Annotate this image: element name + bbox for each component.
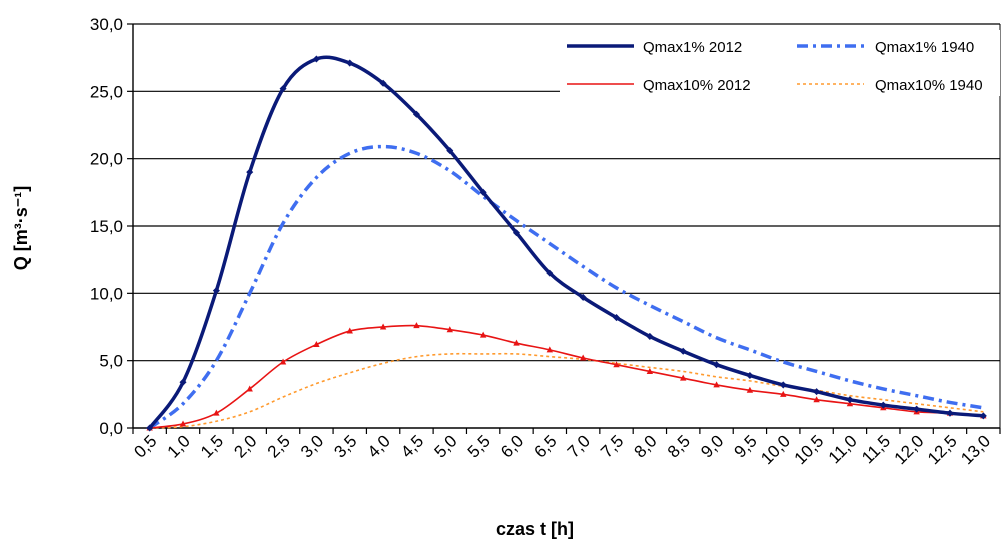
data-point bbox=[379, 79, 387, 87]
y-tick-label: 25,0 bbox=[90, 82, 123, 101]
x-tick-label: 3,5 bbox=[330, 431, 360, 461]
legend-label-qmax10-2012: Qmax10% 2012 bbox=[643, 77, 751, 94]
data-point bbox=[346, 59, 354, 67]
x-tick-label: 8,5 bbox=[664, 431, 694, 461]
data-point bbox=[679, 347, 687, 355]
x-tick-label: 9,5 bbox=[731, 431, 761, 461]
x-tick-label: 2,0 bbox=[230, 431, 260, 461]
x-tick-label: 8,0 bbox=[631, 431, 661, 461]
data-point bbox=[846, 400, 854, 407]
data-point bbox=[246, 168, 254, 176]
y-tick-label: 20,0 bbox=[90, 150, 123, 169]
y-axis-title: Q [m³·s⁻¹] bbox=[11, 186, 31, 271]
data-point bbox=[579, 293, 587, 301]
x-tick-label: 4,5 bbox=[397, 431, 427, 461]
data-point bbox=[546, 346, 554, 353]
data-point bbox=[846, 396, 854, 404]
data-point bbox=[780, 390, 787, 397]
x-tick-label: 7,5 bbox=[597, 431, 627, 461]
x-tick-label: 11,0 bbox=[825, 431, 861, 467]
data-point bbox=[179, 420, 187, 427]
x-tick-label: 6,0 bbox=[497, 431, 527, 461]
data-point bbox=[946, 409, 954, 417]
x-tick-label: 10,5 bbox=[791, 431, 828, 468]
data-point bbox=[446, 147, 454, 155]
data-point bbox=[346, 327, 353, 334]
axes bbox=[127, 23, 1001, 434]
x-tick-label: 7,0 bbox=[564, 431, 594, 461]
data-point bbox=[813, 396, 820, 403]
legend: Qmax1% 2012 Qmax1% 1940 Qmax10% 2012 Qma… bbox=[560, 30, 1000, 96]
x-tick-label: 6,5 bbox=[531, 431, 561, 461]
data-point bbox=[979, 412, 987, 420]
x-tick-label: 9,0 bbox=[697, 431, 727, 461]
series-line-qmax10-1940 bbox=[149, 352, 984, 429]
data-point bbox=[813, 388, 821, 396]
data-point bbox=[413, 322, 420, 329]
data-point bbox=[513, 339, 520, 346]
data-point bbox=[279, 358, 287, 365]
data-point bbox=[446, 326, 453, 333]
data-point bbox=[279, 85, 287, 93]
data-point bbox=[479, 331, 487, 338]
data-point bbox=[680, 374, 687, 381]
x-tick-label: 12,0 bbox=[891, 431, 928, 468]
y-tick-label: 10,0 bbox=[90, 284, 123, 303]
x-tick-label: 3,0 bbox=[297, 431, 327, 461]
series-line-qmax1-2012 bbox=[148, 55, 984, 430]
y-tick-label: 5,0 bbox=[99, 352, 123, 371]
data-point bbox=[213, 409, 220, 416]
data-point bbox=[779, 381, 787, 389]
x-axis-title: czas t [h] bbox=[496, 519, 574, 539]
x-tick-label: 11,5 bbox=[858, 431, 894, 467]
data-point bbox=[879, 401, 887, 409]
legend-background bbox=[560, 30, 1000, 96]
legend-label-qmax1-1940: Qmax1% 1940 bbox=[875, 39, 974, 56]
data-point bbox=[246, 385, 253, 392]
data-point bbox=[579, 354, 587, 361]
y-tick-labels: 0,0 5,0 10,0 15,0 20,0 25,0 30,0 bbox=[90, 15, 123, 438]
data-point bbox=[713, 381, 720, 388]
x-tick-label: 10,0 bbox=[757, 431, 794, 468]
x-tick-label: 12,5 bbox=[924, 431, 961, 468]
data-point bbox=[913, 405, 921, 413]
legend-label-qmax10-1940: Qmax10% 1940 bbox=[875, 77, 983, 94]
data-point bbox=[313, 341, 320, 348]
x-tick-label: 1,5 bbox=[197, 431, 227, 461]
data-point bbox=[613, 361, 620, 368]
series-lines bbox=[146, 55, 987, 432]
y-tick-label: 0,0 bbox=[99, 419, 123, 438]
series-line-qmax10-2012 bbox=[149, 324, 984, 429]
x-tick-label: 0,5 bbox=[130, 431, 160, 461]
data-point bbox=[746, 371, 754, 380]
data-point bbox=[146, 424, 154, 432]
x-tick-label: 2,5 bbox=[264, 431, 294, 461]
x-tick-label: 5,5 bbox=[464, 431, 494, 461]
data-point bbox=[379, 323, 387, 330]
x-tick-label: 1,0 bbox=[164, 431, 194, 461]
data-point bbox=[512, 229, 521, 237]
x-tick-labels: 0,5 1,0 1,5 2,0 2,5 3,0 3,5 4,0 4,5 5,0 5,5 6,0 6,5 7… bbox=[130, 431, 994, 468]
data-point bbox=[412, 110, 420, 118]
data-point bbox=[312, 55, 320, 63]
legend-label-qmax1-2012: Qmax1% 2012 bbox=[643, 39, 742, 56]
data-point bbox=[746, 386, 754, 393]
data-point bbox=[546, 269, 554, 277]
data-point bbox=[646, 332, 654, 340]
series-line-qmax1-1940 bbox=[148, 144, 984, 430]
data-point bbox=[646, 367, 654, 374]
x-tick-label: 13,0 bbox=[957, 431, 994, 468]
data-point bbox=[612, 314, 621, 322]
data-point bbox=[479, 188, 487, 196]
data-point bbox=[179, 378, 187, 386]
y-tick-label: 30,0 bbox=[90, 15, 123, 34]
y-tick-label: 15,0 bbox=[90, 217, 123, 236]
x-tick-label: 5,0 bbox=[430, 431, 460, 461]
x-tick-label: 4,0 bbox=[364, 431, 394, 461]
data-point bbox=[713, 361, 721, 369]
data-point bbox=[212, 287, 220, 295]
